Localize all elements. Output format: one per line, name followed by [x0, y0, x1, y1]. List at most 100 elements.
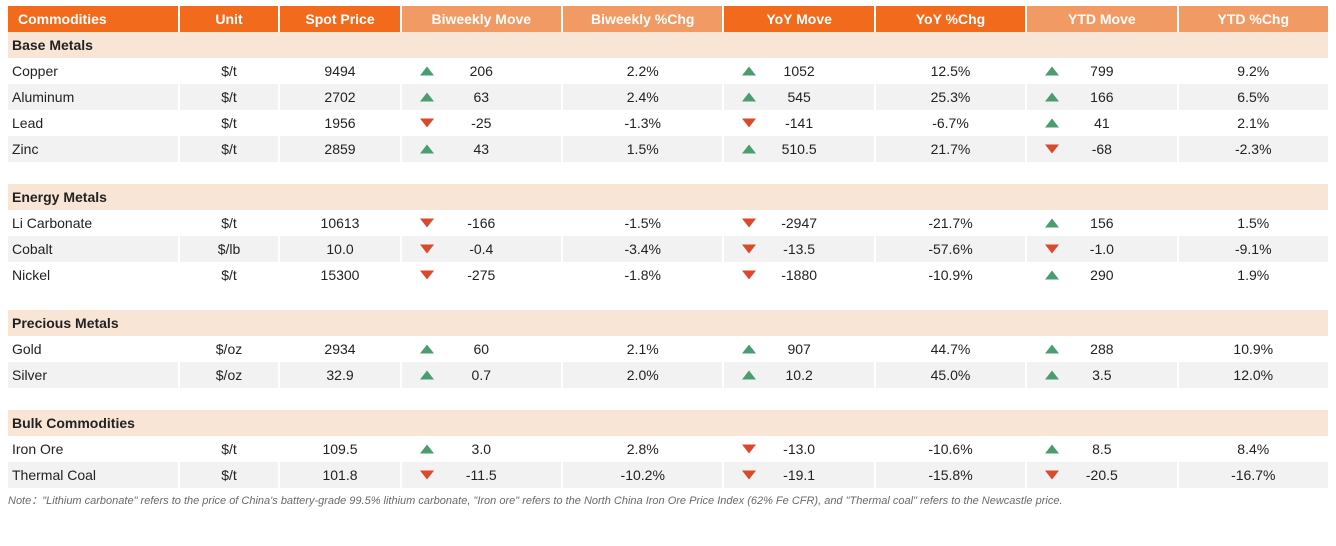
up-arrow-icon [420, 371, 434, 380]
commodity-name: Thermal Coal [7, 462, 179, 488]
up-arrow-icon [1045, 445, 1059, 454]
header-row: CommoditiesUnitSpot PriceBiweekly MoveBi… [7, 6, 1329, 32]
down-arrow-icon [742, 245, 756, 254]
spot-cell: 2934 [279, 336, 400, 362]
up-arrow-icon [742, 371, 756, 380]
col-bw_chg: Biweekly %Chg [562, 6, 723, 32]
unit-cell: $/t [179, 136, 280, 162]
spot-cell: 32.9 [279, 362, 400, 388]
commodity-name: Iron Ore [7, 436, 179, 462]
unit-cell: $/t [179, 262, 280, 288]
unit-cell: $/oz [179, 362, 280, 388]
table-row: Cobalt$/lb10.0-0.4-3.4%-13.5-57.6%-1.0-9… [7, 236, 1329, 262]
commodity-name: Cobalt [7, 236, 179, 262]
spot-cell: 10613 [279, 210, 400, 236]
table-row: Gold$/oz2934602.1%90744.7%28810.9% [7, 336, 1329, 362]
spacer-row [7, 162, 1329, 184]
unit-cell: $/t [179, 58, 280, 84]
commodity-name: Li Carbonate [7, 210, 179, 236]
down-arrow-icon [420, 245, 434, 254]
down-arrow-icon [742, 271, 756, 280]
section-title: Energy Metals [7, 184, 1329, 210]
up-arrow-icon [742, 93, 756, 102]
col-ytd_move: YTD Move [1026, 6, 1177, 32]
spot-cell: 9494 [279, 58, 400, 84]
up-arrow-icon [420, 145, 434, 154]
down-arrow-icon [420, 271, 434, 280]
up-arrow-icon [742, 345, 756, 354]
down-arrow-icon [1045, 245, 1059, 254]
spot-cell: 15300 [279, 262, 400, 288]
up-arrow-icon [1045, 219, 1059, 228]
up-arrow-icon [420, 345, 434, 354]
table-row: Nickel$/t15300-275-1.8%-1880-10.9%2901.9… [7, 262, 1329, 288]
table-row: Aluminum$/t2702632.4%54525.3%1666.5% [7, 84, 1329, 110]
down-arrow-icon [1045, 471, 1059, 480]
unit-cell: $/oz [179, 336, 280, 362]
commodity-name: Zinc [7, 136, 179, 162]
table-row: Zinc$/t2859431.5%510.521.7%-68-2.3% [7, 136, 1329, 162]
unit-cell: $/t [179, 462, 280, 488]
up-arrow-icon [1045, 67, 1059, 76]
up-arrow-icon [1045, 271, 1059, 280]
commodity-name: Aluminum [7, 84, 179, 110]
down-arrow-icon [420, 471, 434, 480]
unit-cell: $/lb [179, 236, 280, 262]
table-row: Lead$/t1956-25-1.3%-141-6.7%412.1% [7, 110, 1329, 136]
footnote: Note："Lithium carbonate" refers to the p… [6, 488, 1330, 508]
section-title: Base Metals [7, 32, 1329, 58]
col-bw_move: Biweekly Move [401, 6, 562, 32]
down-arrow-icon [742, 471, 756, 480]
spacer-row [7, 388, 1329, 410]
up-arrow-icon [1045, 93, 1059, 102]
commodity-name: Gold [7, 336, 179, 362]
spot-cell: 101.8 [279, 462, 400, 488]
commodities-table: CommoditiesUnitSpot PriceBiweekly MoveBi… [6, 6, 1330, 488]
unit-cell: $/t [179, 210, 280, 236]
up-arrow-icon [420, 93, 434, 102]
spot-cell: 109.5 [279, 436, 400, 462]
col-unit: Unit [179, 6, 280, 32]
table-row: Copper$/t94942062.2%105212.5%7999.2% [7, 58, 1329, 84]
section-title: Bulk Commodities [7, 410, 1329, 436]
table-row: Silver$/oz32.90.72.0%10.245.0%3.512.0% [7, 362, 1329, 388]
col-spot: Spot Price [279, 6, 400, 32]
section-header: Bulk Commodities [7, 410, 1329, 436]
down-arrow-icon [420, 119, 434, 128]
table-row: Iron Ore$/t109.53.02.8%-13.0-10.6%8.58.4… [7, 436, 1329, 462]
section-header: Base Metals [7, 32, 1329, 58]
table-row: Li Carbonate$/t10613-166-1.5%-2947-21.7%… [7, 210, 1329, 236]
spacer-row [7, 288, 1329, 310]
down-arrow-icon [742, 219, 756, 228]
col-commodities: Commodities [7, 6, 179, 32]
spot-cell: 1956 [279, 110, 400, 136]
commodity-name: Nickel [7, 262, 179, 288]
down-arrow-icon [1045, 145, 1059, 154]
table-row: Thermal Coal$/t101.8-11.5-10.2%-19.1-15.… [7, 462, 1329, 488]
up-arrow-icon [1045, 345, 1059, 354]
up-arrow-icon [420, 67, 434, 76]
up-arrow-icon [1045, 371, 1059, 380]
col-yoy_chg: YoY %Chg [875, 6, 1026, 32]
commodity-name: Lead [7, 110, 179, 136]
spot-cell: 2702 [279, 84, 400, 110]
up-arrow-icon [1045, 119, 1059, 128]
unit-cell: $/t [179, 84, 280, 110]
up-arrow-icon [742, 67, 756, 76]
up-arrow-icon [742, 145, 756, 154]
spot-cell: 10.0 [279, 236, 400, 262]
unit-cell: $/t [179, 436, 280, 462]
down-arrow-icon [742, 445, 756, 454]
spot-cell: 2859 [279, 136, 400, 162]
unit-cell: $/t [179, 110, 280, 136]
col-yoy_move: YoY Move [723, 6, 874, 32]
col-ytd_chg: YTD %Chg [1178, 6, 1329, 32]
down-arrow-icon [420, 219, 434, 228]
commodity-name: Copper [7, 58, 179, 84]
up-arrow-icon [420, 445, 434, 454]
commodity-name: Silver [7, 362, 179, 388]
down-arrow-icon [742, 119, 756, 128]
section-title: Precious Metals [7, 310, 1329, 336]
section-header: Energy Metals [7, 184, 1329, 210]
section-header: Precious Metals [7, 310, 1329, 336]
